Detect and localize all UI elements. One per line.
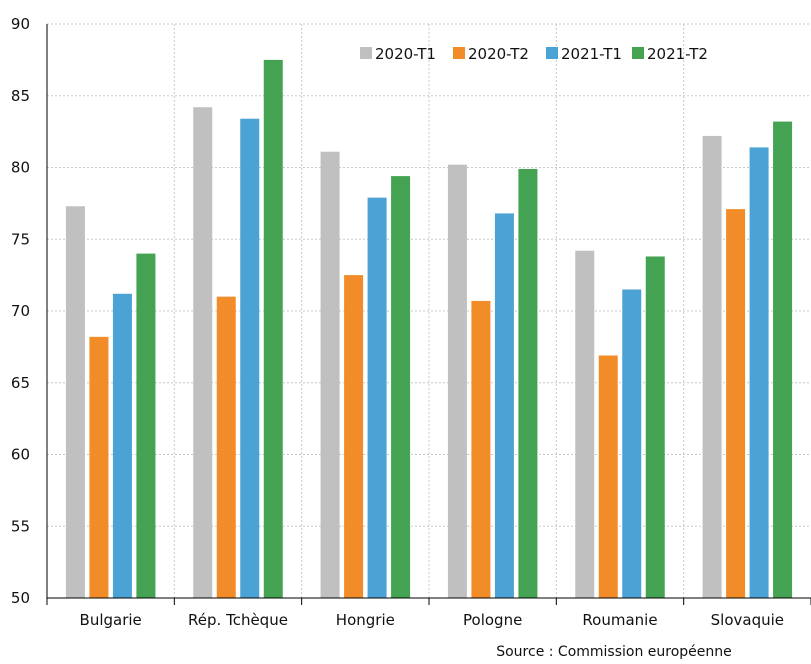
bar (320, 151, 340, 598)
legend-swatch (453, 47, 465, 59)
bar (65, 206, 85, 598)
bar (89, 336, 109, 598)
y-tick-label: 55 (11, 517, 30, 535)
legend-label: 2020-T2 (468, 45, 529, 63)
y-tick-label: 75 (11, 230, 30, 248)
bar (216, 296, 236, 598)
bar (726, 209, 746, 599)
legend-swatch (632, 47, 644, 59)
legend-label: 2021-T2 (647, 45, 708, 63)
y-tick-label: 70 (11, 302, 30, 320)
bar (263, 59, 283, 598)
x-category-label: Hongrie (336, 611, 395, 629)
bar (240, 118, 260, 599)
legend-label: 2021-T1 (561, 45, 622, 63)
y-tick-label: 65 (11, 374, 30, 392)
x-category-label: Rép. Tchèque (188, 611, 288, 629)
bar (447, 164, 467, 598)
y-tick-label: 60 (11, 446, 30, 464)
source-label: Source : Commission européenne (496, 644, 732, 660)
legend-label: 2020-T1 (375, 45, 436, 63)
y-tick-label: 80 (11, 159, 30, 177)
bar (622, 289, 642, 598)
bar (193, 107, 213, 598)
legend-swatch (546, 47, 558, 59)
x-category-ticks: Bulgarie Rép. Tchèque Hongrie Pologne Rouman… (46, 598, 811, 629)
x-category-label: Pologne (463, 611, 522, 629)
bar (471, 300, 491, 598)
bar (598, 355, 618, 598)
bar (367, 197, 387, 598)
bar (575, 250, 595, 599)
x-category-label: Roumanie (582, 611, 657, 629)
y-tick-label: 90 (11, 15, 30, 33)
x-category-label: Bulgarie (80, 611, 142, 629)
x-category-label: Slovaquie (711, 611, 784, 629)
bars (65, 59, 793, 599)
bar (136, 253, 156, 598)
bar (391, 176, 411, 599)
bar (749, 147, 769, 598)
bar (773, 121, 793, 598)
bar (518, 168, 538, 598)
bar (494, 213, 514, 599)
y-tick-label: 85 (11, 87, 30, 105)
legend: 2020-T1 2020-T2 2021-T1 2021-T2 (360, 45, 708, 63)
y-tick-labels: 50 55 60 65 70 75 80 85 90 (11, 15, 30, 607)
bar (702, 135, 722, 598)
bar (344, 275, 364, 598)
bar (112, 293, 132, 598)
bar (645, 256, 665, 598)
y-tick-label: 50 (11, 589, 30, 607)
legend-swatch (360, 47, 372, 59)
grid (47, 23, 811, 598)
